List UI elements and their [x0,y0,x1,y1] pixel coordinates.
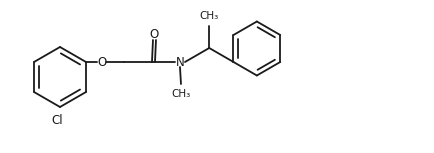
Text: CH₃: CH₃ [171,89,191,99]
Text: CH₃: CH₃ [200,11,219,21]
Text: O: O [97,56,107,69]
Text: Cl: Cl [51,114,63,127]
Text: O: O [150,28,159,41]
Text: N: N [176,56,184,69]
